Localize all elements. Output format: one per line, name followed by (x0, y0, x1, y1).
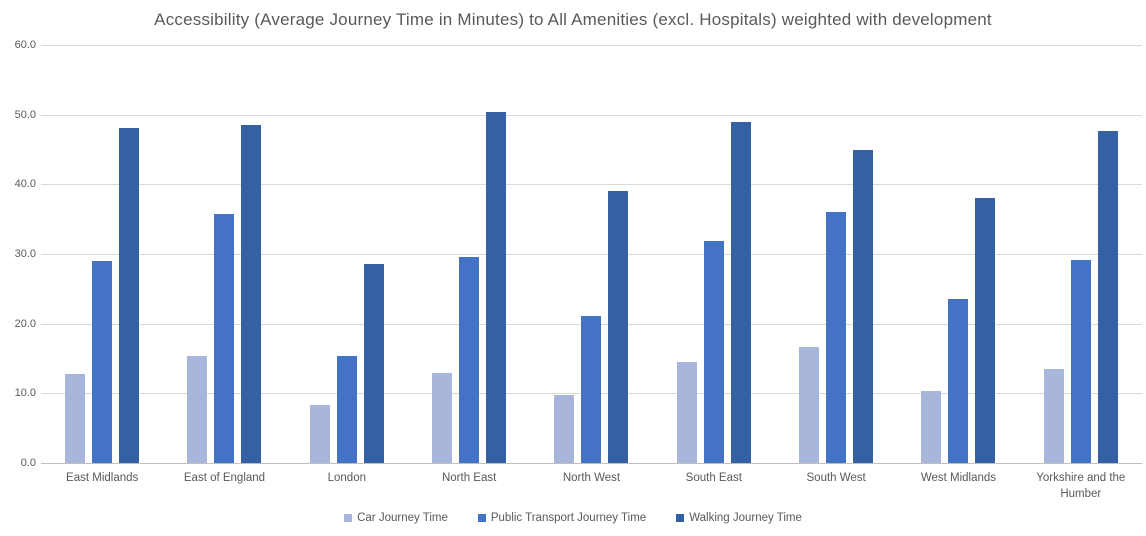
x-axis-category-label: London (327, 472, 366, 484)
bar (241, 125, 262, 463)
legend-label: Walking Journey Time (689, 512, 802, 524)
legend-label: Public Transport Journey Time (490, 512, 647, 524)
x-axis-category-label: West Midlands (920, 472, 997, 484)
bar (1043, 368, 1064, 463)
chart-title: Accessibility (Average Journey Time in M… (154, 10, 992, 29)
bar (1070, 260, 1091, 463)
bar (214, 214, 235, 463)
y-axis-tick-label: 40.0 (14, 178, 36, 191)
legend: Car Journey Time Public Transport Journey… (0, 512, 1146, 524)
x-axis-category-label: North East (441, 472, 497, 484)
bar (826, 211, 847, 463)
legend-marker-icon (344, 514, 353, 522)
y-axis-tick-label: 60.0 (14, 39, 36, 51)
bar-group: East of England (163, 45, 285, 484)
bar (336, 355, 357, 463)
bar-group: South West (775, 45, 897, 484)
x-axis-category-label: North West (562, 472, 621, 484)
plot-area: East Midlands East of England London North … (41, 45, 1142, 500)
bar-groups: East Midlands East of England London North … (41, 45, 1142, 500)
bar-group: North West (530, 45, 652, 484)
legend-item: Walking Journey Time (676, 512, 802, 524)
y-axis-tick-label: 0.0 (20, 457, 36, 469)
bar (799, 347, 820, 463)
bar (459, 257, 480, 463)
gridline (41, 45, 1142, 46)
gridline (41, 184, 1142, 186)
bar (486, 111, 507, 463)
x-axis-category-label: South West (806, 472, 866, 484)
x-axis-category-label: East Midlands (66, 472, 139, 484)
bar (853, 150, 874, 463)
bar (975, 197, 996, 463)
bar (432, 373, 453, 463)
y-axis-tick-label: 30.0 (14, 248, 36, 260)
x-axis-category-label: Yorkshire and the Humber (1036, 472, 1126, 500)
legend-item: Car Journey Time (344, 512, 448, 524)
bar (676, 361, 697, 463)
bar (187, 355, 208, 463)
legend-label: Car Journey Time (357, 512, 448, 524)
bar (119, 127, 140, 463)
bar (730, 121, 751, 463)
bar-group: North East (408, 45, 530, 484)
bar (921, 390, 942, 463)
bar (948, 298, 969, 463)
x-axis-category-label: South East (685, 472, 742, 484)
legend-marker-icon (676, 514, 685, 522)
bar (608, 191, 629, 463)
gridline (41, 463, 1142, 464)
bar (581, 316, 602, 463)
gridline (41, 114, 1142, 116)
bar (92, 260, 113, 463)
bar (65, 373, 86, 463)
bar (554, 394, 575, 463)
legend-item: Public Transport Journey Time (477, 512, 647, 524)
bar-group: London (286, 45, 408, 484)
y-axis: 60.0 50.0 40.0 30.0 20.0 10.0 0.0 (0, 39, 36, 469)
bar-group: Yorkshire and the Humber (1020, 45, 1142, 500)
gridline (41, 254, 1142, 255)
bar (1097, 130, 1118, 463)
x-axis-category-label: East of England (183, 472, 266, 484)
y-axis-tick-label: 20.0 (14, 317, 36, 330)
y-axis-tick-label: 50.0 (14, 108, 36, 121)
bar-group: East Midlands (41, 45, 163, 484)
bar (309, 405, 330, 463)
bar-group: West Midlands (897, 45, 1019, 484)
bar (363, 263, 384, 463)
bar (703, 240, 724, 463)
bar-group: South East (653, 45, 775, 484)
y-axis-tick-label: 10.0 (14, 387, 36, 400)
legend-marker-icon (477, 514, 486, 522)
